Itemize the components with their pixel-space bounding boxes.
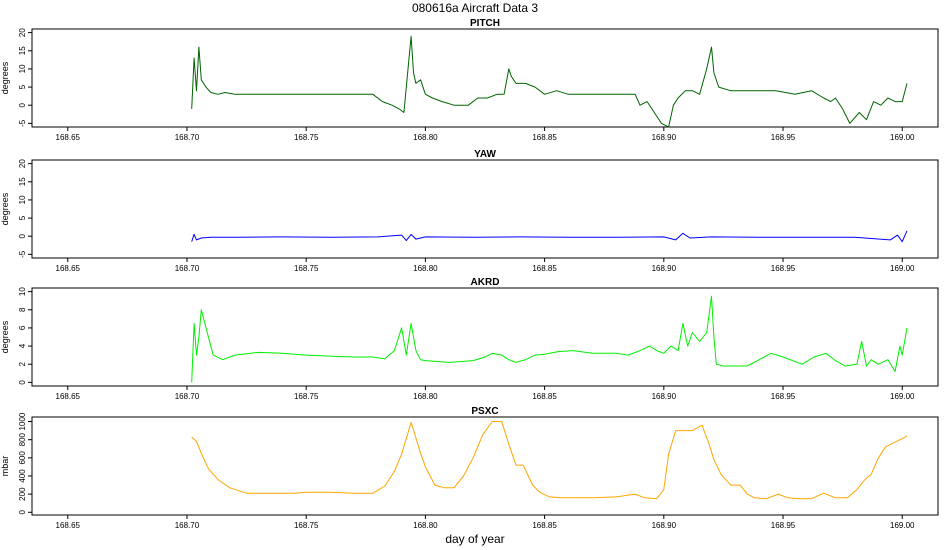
y-tick-label: 0	[18, 380, 27, 385]
y-tick-label: 10	[18, 64, 27, 73]
y-tick-label: 15	[18, 46, 27, 55]
y-tick-label: 600	[18, 451, 27, 465]
x-tick-label: 168.65	[56, 264, 81, 273]
x-tick-label: 168.70	[175, 521, 200, 530]
plot-frame	[31, 28, 939, 128]
x-tick-label: 168.85	[532, 133, 557, 142]
x-tick-label: 168.80	[413, 392, 438, 401]
panel-title: PSXC	[471, 406, 498, 417]
y-tick-label: 800	[18, 432, 27, 446]
x-tick-label: 168.95	[771, 264, 796, 273]
x-tick-label: 168.70	[175, 133, 200, 142]
x-tick-label: 168.65	[56, 521, 81, 530]
y-tick-label: -5	[18, 119, 27, 127]
x-tick-label: 169.00	[890, 133, 915, 142]
y-axis-label: degrees	[0, 61, 10, 94]
panel-akrd: AKRD degrees 168.65 168.70 168.75 168.80 168.8…	[0, 277, 939, 401]
y-tick-label: -5	[18, 250, 27, 258]
y-tick-label: 2	[18, 361, 27, 366]
x-tick-label: 168.80	[413, 264, 438, 273]
y-tick-label: 4	[18, 343, 27, 348]
y-tick-label: 0	[18, 510, 27, 515]
panel-pitch: PITCH degrees 168.65 168.70 168.75 168.80 168.…	[0, 18, 939, 142]
x-tick-label: 168.65	[56, 133, 81, 142]
x-tick-label: 168.85	[532, 521, 557, 530]
x-tick-label: 168.75	[294, 133, 319, 142]
x-tick-label: 168.70	[175, 264, 200, 273]
series-line-akrd	[191, 295, 908, 383]
x-tick-label: 168.85	[532, 392, 557, 401]
x-tick-label: 168.80	[413, 521, 438, 530]
x-tick-label: 168.90	[652, 133, 677, 142]
series-line-pitch	[191, 35, 908, 127]
y-tick-label: 10	[18, 195, 27, 204]
y-axis-label: mbar	[0, 456, 10, 477]
plot-frame	[31, 159, 939, 259]
x-tick-label: 168.95	[771, 521, 796, 530]
y-tick-label: 5	[18, 84, 27, 89]
figure-title: 080616a Aircraft Data 3	[412, 1, 538, 15]
y-tick-label: 15	[18, 177, 27, 186]
y-axis-label: degrees	[0, 320, 10, 353]
x-tick-label: 168.75	[294, 392, 319, 401]
x-tick-label: 168.95	[771, 133, 796, 142]
x-tick-label: 168.90	[652, 521, 677, 530]
panel-title: AKRD	[471, 277, 500, 288]
plot-frame	[31, 416, 939, 516]
y-tick-label: 8	[18, 307, 27, 312]
x-tick-label: 169.00	[890, 392, 915, 401]
plot-frame	[31, 287, 939, 387]
x-tick-label: 169.00	[890, 521, 915, 530]
x-tick-label: 168.85	[532, 264, 557, 273]
series-line-psxc	[191, 421, 908, 500]
panel-psxc: PSXC mbar 168.65 168.70 168.75 168.80 168.85 16…	[0, 406, 939, 530]
x-tick-label: 168.70	[175, 392, 200, 401]
x-tick-label: 168.75	[294, 264, 319, 273]
x-tick-label: 168.90	[652, 392, 677, 401]
x-tick-label: 168.80	[413, 133, 438, 142]
y-tick-label: 0	[18, 233, 27, 238]
y-tick-label: 20	[18, 159, 27, 168]
x-tick-label: 168.95	[771, 392, 796, 401]
y-tick-label: 1000	[18, 412, 27, 430]
x-tick-label: 168.90	[652, 264, 677, 273]
y-tick-label: 6	[18, 325, 27, 330]
series-line-yaw	[191, 230, 908, 243]
x-tick-label: 169.00	[890, 264, 915, 273]
y-tick-label: 400	[18, 469, 27, 483]
y-axis-label: degrees	[0, 192, 10, 225]
x-tick-label: 168.75	[294, 521, 319, 530]
y-tick-label: 200	[18, 487, 27, 501]
x-axis-label: day of year	[445, 532, 504, 546]
y-tick-label: 5	[18, 215, 27, 220]
panel-yaw: YAW degrees 168.65 168.70 168.75 168.80 168.85…	[0, 149, 939, 273]
y-tick-label: 0	[18, 102, 27, 107]
y-tick-label: 20	[18, 28, 27, 37]
panel-title: YAW	[474, 149, 496, 160]
panel-title: PITCH	[470, 18, 500, 29]
y-tick-label: 10	[18, 287, 27, 296]
x-tick-label: 168.65	[56, 392, 81, 401]
